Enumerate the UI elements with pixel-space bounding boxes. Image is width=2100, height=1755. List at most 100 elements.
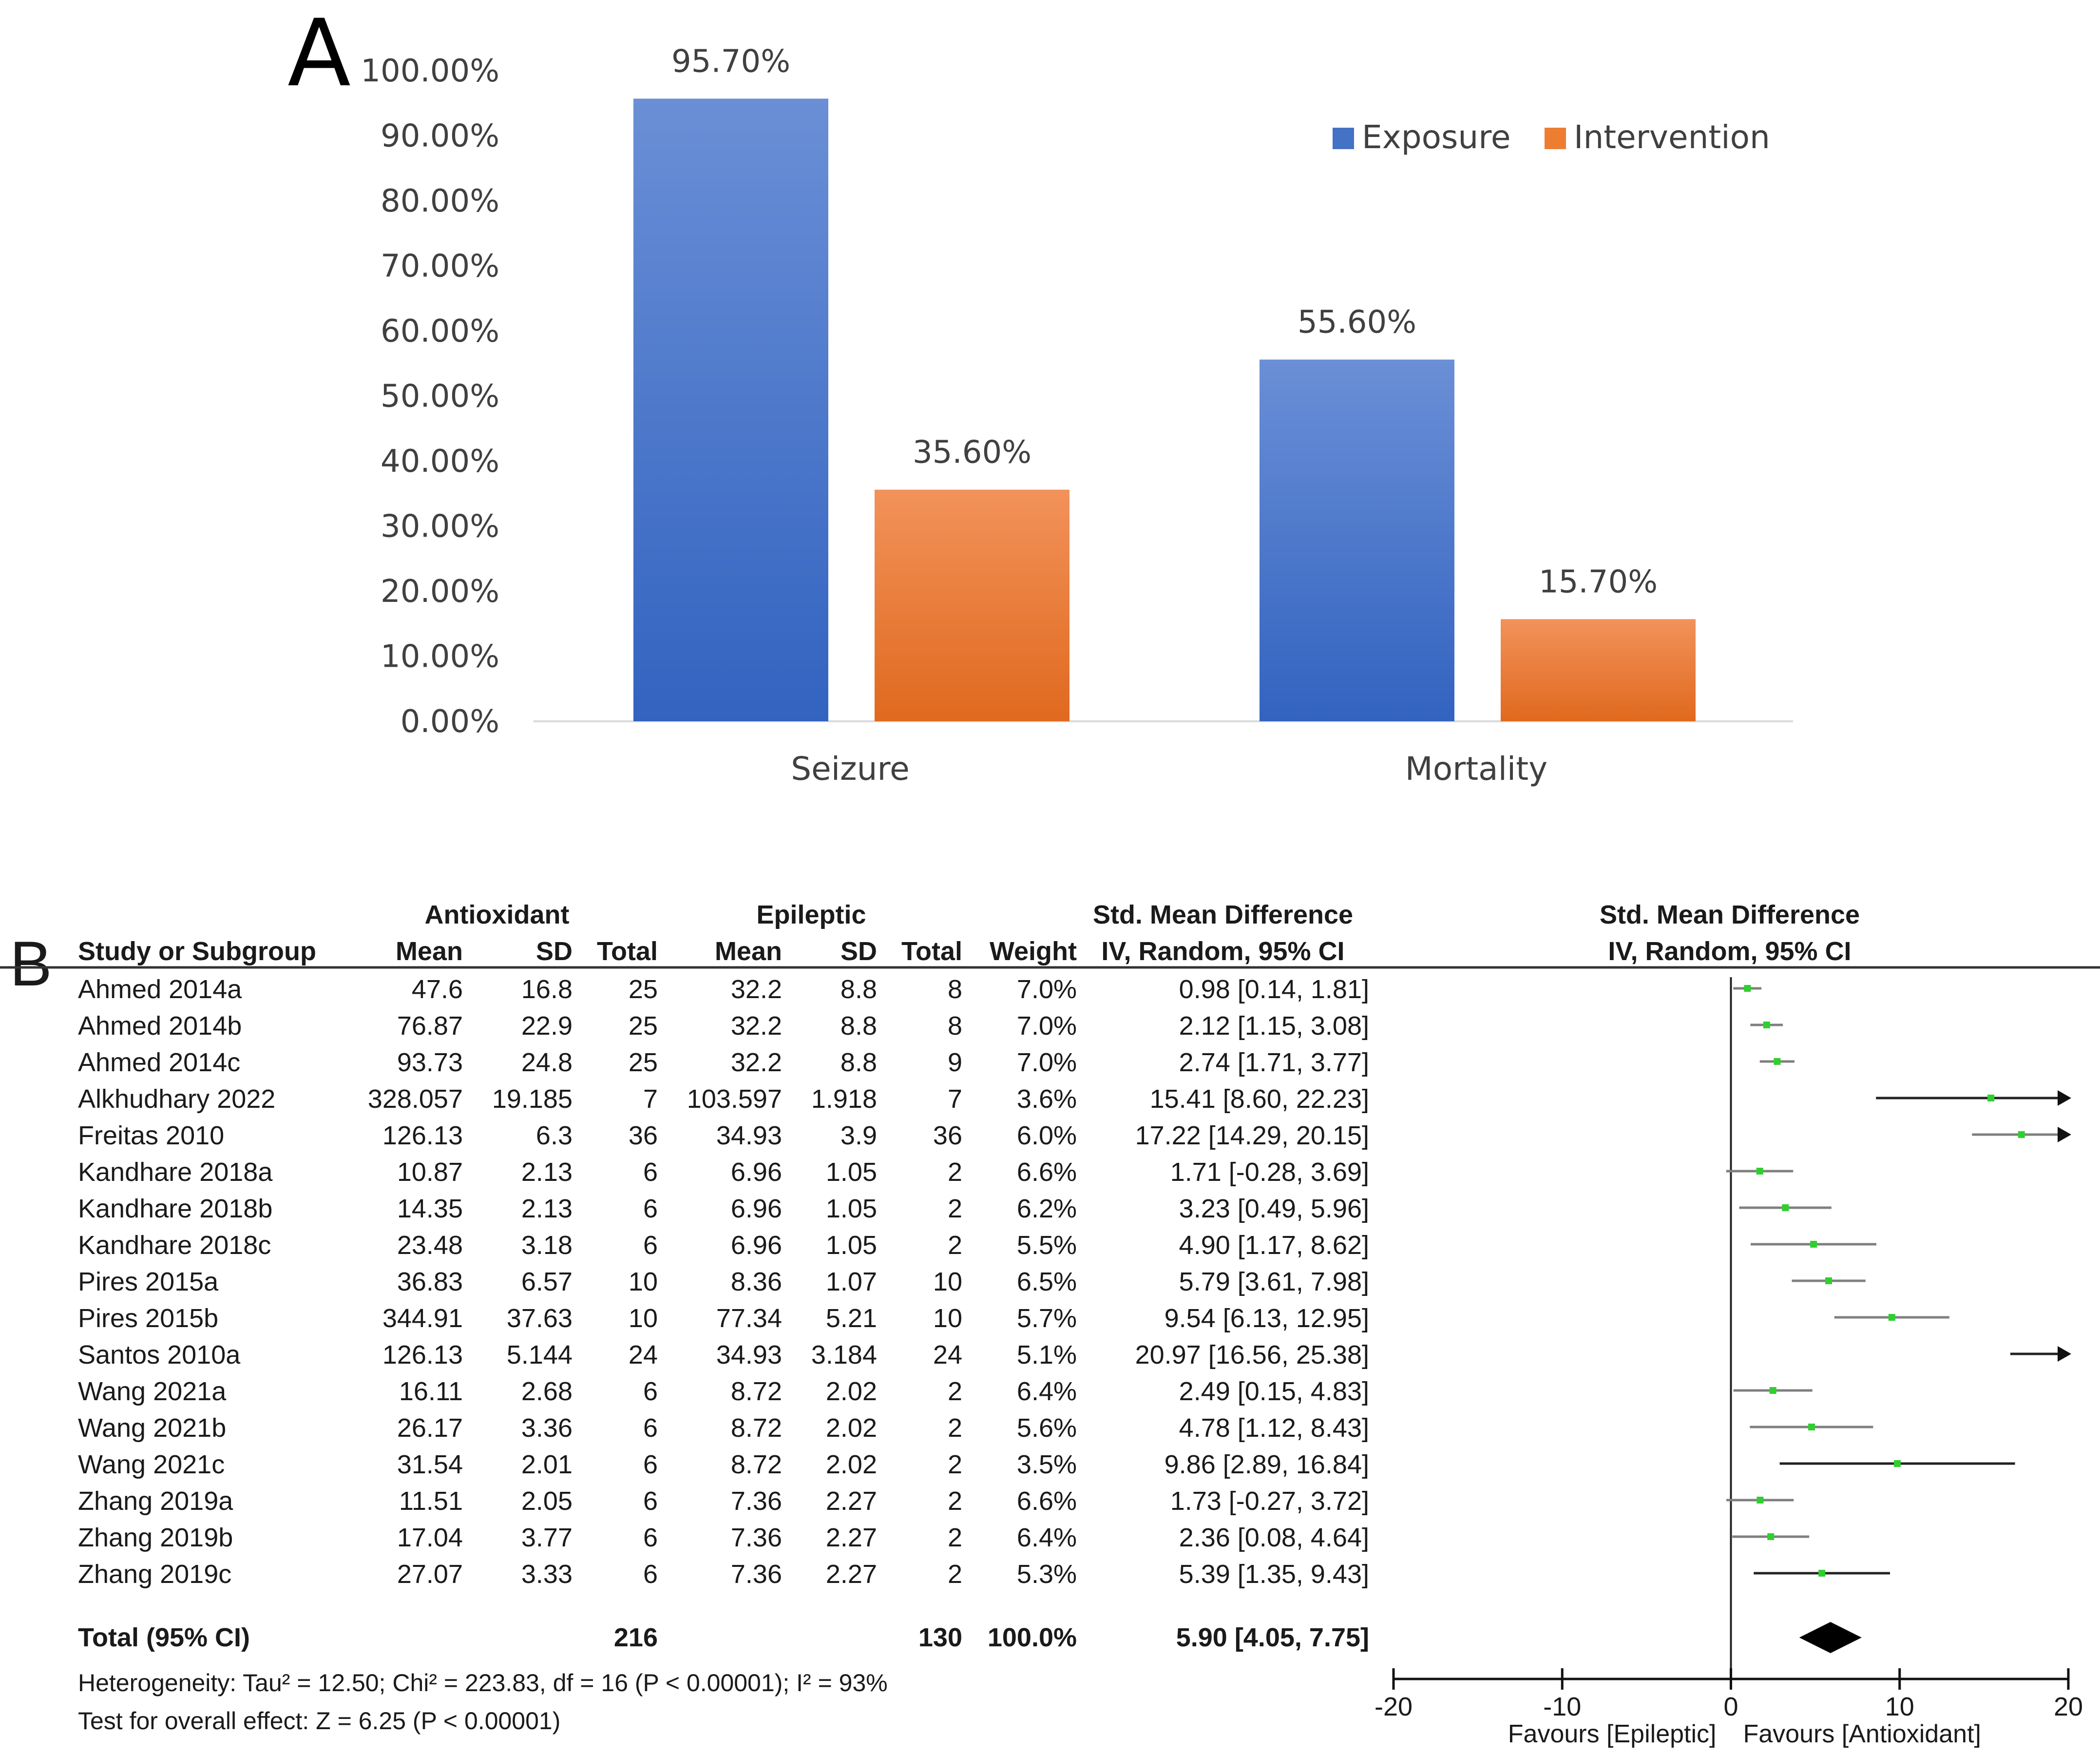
study-cell-n2: 24: [933, 1340, 962, 1369]
study-cell-n1: 24: [629, 1340, 658, 1369]
study-cell-sd2: 3.184: [811, 1340, 877, 1369]
y-tick-label: 60.00%: [381, 313, 499, 349]
study-cell-sd1: 5.144: [507, 1340, 573, 1369]
y-tick-label: 30.00%: [381, 509, 499, 545]
study-cell-n1: 6: [643, 1560, 658, 1589]
study-cell-m2: 7.36: [731, 1486, 782, 1516]
study-cell-m2: 103.597: [687, 1084, 782, 1114]
study-cell-ci: 1.71 [-0.28, 3.69]: [1170, 1157, 1369, 1187]
study-cell-weight: 6.4%: [1017, 1377, 1077, 1406]
study-cell-m2: 6.96: [731, 1157, 782, 1187]
study-cell-n1: 6: [643, 1231, 658, 1260]
pooled-estimate-diamond: [1799, 1622, 1862, 1653]
point-estimate: [1888, 1314, 1895, 1321]
study-cell-sd2: 2.02: [826, 1450, 877, 1479]
study-cell-sd2: 8.8: [840, 1011, 877, 1041]
study-cell-sd1: 19.185: [492, 1084, 573, 1114]
study-cell-weight: 6.5%: [1017, 1267, 1077, 1296]
study-name: Santos 2010a: [78, 1340, 241, 1369]
panel-label-a: A: [287, 0, 351, 107]
panel-label-b: B: [10, 928, 52, 999]
study-cell-ci: 0.98 [0.14, 1.81]: [1179, 975, 1369, 1004]
antioxidant-sd-header: SD: [536, 937, 573, 966]
heterogeneity-text: Heterogeneity: Tau² = 12.50; Chi² = 223.…: [78, 1669, 888, 1697]
panel-b-forest-plot: B Antioxidant Epileptic Std. Mean Differenc…: [0, 900, 2100, 1748]
study-name: Zhang 2019c: [78, 1560, 231, 1589]
study-name: Zhang 2019a: [78, 1486, 233, 1516]
study-cell-weight: 6.0%: [1017, 1121, 1077, 1150]
study-cell-weight: 5.7%: [1017, 1304, 1077, 1333]
study-cell-weight: 7.0%: [1017, 1011, 1077, 1041]
group2-header: Epileptic: [756, 900, 866, 929]
study-cell-m2: 32.2: [731, 1011, 782, 1041]
study-name: Kandhare 2018c: [78, 1231, 271, 1260]
bar-intervention-mortality: [1501, 619, 1696, 721]
study-cell-weight: 6.2%: [1017, 1194, 1077, 1223]
point-estimate: [1756, 1497, 1764, 1504]
y-tick-label: 50.00%: [381, 379, 499, 415]
study-cell-ci: 15.41 [8.60, 22.23]: [1150, 1084, 1369, 1114]
study-cell-sd2: 2.27: [826, 1486, 877, 1516]
study-cell-sd1: 24.8: [521, 1048, 573, 1077]
study-cell-m2: 7.36: [731, 1523, 782, 1552]
total-n2: 130: [918, 1623, 962, 1652]
study-name: Wang 2021b: [78, 1413, 226, 1443]
study-cell-weight: 6.6%: [1017, 1486, 1077, 1516]
point-estimate: [1810, 1241, 1817, 1248]
study-cell-m1: 93.73: [397, 1048, 463, 1077]
study-cell-weight: 7.0%: [1017, 975, 1077, 1004]
study-cell-sd1: 16.8: [521, 975, 573, 1004]
study-cell-m1: 328.057: [368, 1084, 463, 1114]
study-cell-ci: 9.54 [6.13, 12.95]: [1165, 1304, 1369, 1333]
study-cell-m2: 34.93: [716, 1121, 782, 1150]
point-estimate: [1782, 1204, 1789, 1211]
study-cell-m2: 8.72: [731, 1413, 782, 1443]
study-cell-m2: 6.96: [731, 1194, 782, 1223]
study-cell-m1: 47.6: [412, 975, 463, 1004]
study-header: Study or Subgroup: [78, 937, 316, 966]
study-cell-sd1: 6.3: [536, 1121, 573, 1150]
study-cell-sd2: 8.8: [840, 1048, 877, 1077]
study-cell-sd1: 2.68: [521, 1377, 573, 1406]
study-name: Wang 2021c: [78, 1450, 225, 1479]
study-cell-weight: 5.3%: [1017, 1560, 1077, 1589]
study-name: Pires 2015a: [78, 1267, 219, 1296]
study-name: Wang 2021a: [78, 1377, 227, 1406]
y-tick-label: 20.00%: [381, 574, 499, 610]
study-cell-n1: 10: [629, 1304, 658, 1333]
antioxidant-mean-header: Mean: [396, 937, 463, 966]
data-label: 95.70%: [671, 43, 790, 79]
legend-swatch-intervention: [1545, 128, 1566, 149]
legend-swatch-exposure: [1333, 128, 1354, 149]
data-label: 35.60%: [913, 435, 1031, 471]
total-label: Total (95% CI): [78, 1623, 250, 1652]
study-cell-n2: 2: [948, 1377, 962, 1406]
study-cell-n1: 7: [643, 1084, 658, 1114]
study-cell-weight: 3.5%: [1017, 1450, 1077, 1479]
study-cell-ci: 2.36 [0.08, 4.64]: [1179, 1523, 1369, 1552]
plot-effect-title-header: Std. Mean Difference: [1600, 900, 1860, 929]
effect-title-header: Std. Mean Difference: [1093, 900, 1353, 929]
plot-effect-method-header: IV, Random, 95% CI: [1608, 937, 1851, 966]
study-cell-sd2: 2.27: [826, 1523, 877, 1552]
data-label: 55.60%: [1298, 305, 1416, 341]
study-cell-sd1: 2.05: [521, 1486, 573, 1516]
legend-label: Exposure: [1362, 118, 1511, 156]
study-cell-n1: 6: [643, 1523, 658, 1552]
study-cell-ci: 5.79 [3.61, 7.98]: [1179, 1267, 1369, 1296]
study-cell-m1: 16.11: [399, 1377, 463, 1406]
study-cell-n2: 10: [933, 1304, 962, 1333]
favours-right-label: Favours [Antioxidant]: [1743, 1720, 1981, 1748]
overall-effect-text: Test for overall effect: Z = 6.25 (P < 0…: [78, 1707, 560, 1735]
bar-exposure-mortality: [1260, 359, 1454, 721]
study-cell-n1: 6: [643, 1486, 658, 1516]
point-estimate: [1774, 1058, 1781, 1065]
study-cell-n2: 7: [948, 1084, 962, 1114]
study-name: Kandhare 2018a: [78, 1157, 273, 1187]
forest-x-tick-label: 0: [1723, 1692, 1738, 1721]
study-cell-m1: 26.17: [397, 1413, 463, 1443]
study-cell-ci: 20.97 [16.56, 25.38]: [1135, 1340, 1369, 1369]
study-cell-m2: 34.93: [716, 1340, 782, 1369]
study-cell-m1: 27.07: [397, 1560, 463, 1589]
study-cell-sd1: 37.63: [507, 1304, 573, 1333]
